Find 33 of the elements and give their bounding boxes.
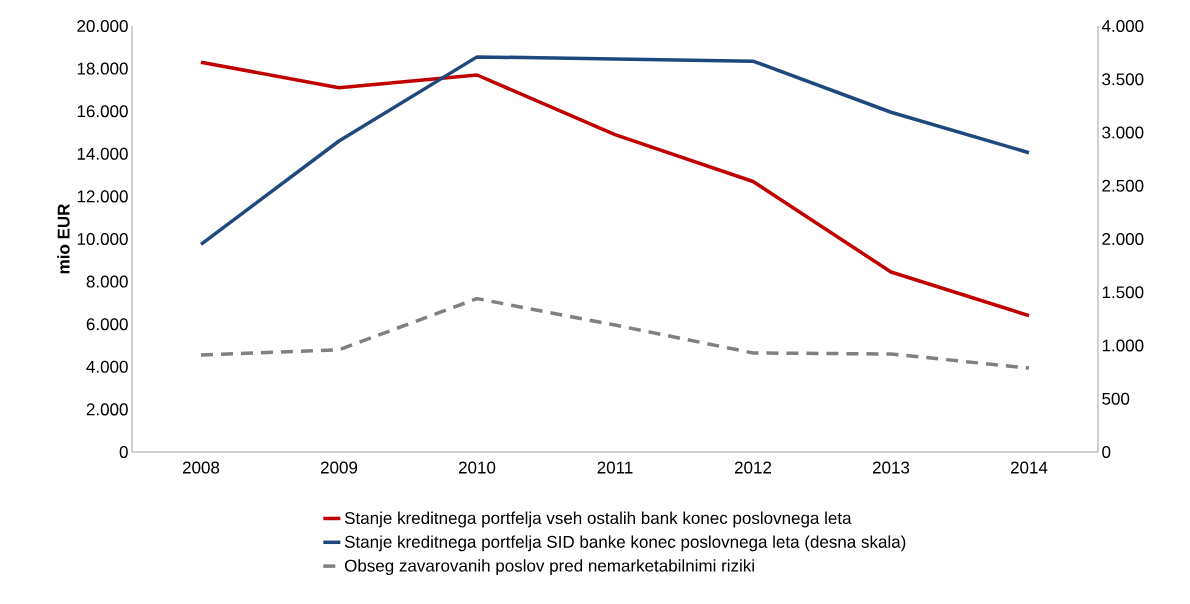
x-tick-label: 2014 bbox=[1010, 461, 1048, 474]
x-tick-label: 2013 bbox=[872, 461, 910, 474]
x-tick-label: 2012 bbox=[734, 461, 772, 474]
y-tick-label: 4.000 bbox=[86, 360, 128, 373]
x-tick-label: 2008 bbox=[182, 461, 220, 474]
x-tick-label: 2009 bbox=[320, 461, 358, 474]
y2-tick-label: 500 bbox=[1102, 392, 1130, 405]
y-tick-label: 18.000 bbox=[77, 62, 128, 75]
y-tick-label: 14.000 bbox=[77, 147, 128, 160]
line-series bbox=[199, 60, 1031, 318]
y-tick-label: 8.000 bbox=[86, 275, 128, 288]
line-series bbox=[199, 296, 1031, 370]
y-tick-label: 6.000 bbox=[86, 318, 128, 331]
y-tick-label: 16.000 bbox=[77, 105, 128, 118]
y-tick-label: 2.000 bbox=[86, 403, 128, 416]
y-tick-label: 20.000 bbox=[77, 19, 128, 33]
x-tick-label: 2010 bbox=[458, 461, 496, 474]
y-tick-label: 10.000 bbox=[77, 232, 128, 246]
y-tick-label: 12.000 bbox=[77, 190, 128, 203]
y2-tick-label: 3.500 bbox=[1102, 73, 1144, 86]
y-tick-label: 0 bbox=[119, 445, 128, 459]
y2-tick-label: 1.000 bbox=[1102, 339, 1144, 352]
y-axis-title: mio EUR bbox=[57, 203, 70, 274]
y2-tick-label: 3.000 bbox=[1102, 126, 1144, 139]
legend-label: Stanje kreditnega portfelja vseh ostalih bank konec poslovnega leta bbox=[344, 511, 852, 528]
y2-tick-label: 2.500 bbox=[1102, 179, 1144, 192]
legend-label: Obseg zavarovanih poslov pred nemarketabilnimi riziki bbox=[344, 559, 754, 576]
y2-tick-label: 4.000 bbox=[1101, 19, 1144, 33]
y2-tick-label: 0 bbox=[1102, 445, 1111, 459]
x-tick-label: 2011 bbox=[597, 461, 633, 474]
legend-label: Stanje kreditnega portfelja SID banke konec poslovnega leta (desna skala) bbox=[344, 535, 906, 552]
y2-tick-label: 2.000 bbox=[1102, 232, 1144, 246]
y2-tick-label: 1.500 bbox=[1102, 286, 1144, 299]
